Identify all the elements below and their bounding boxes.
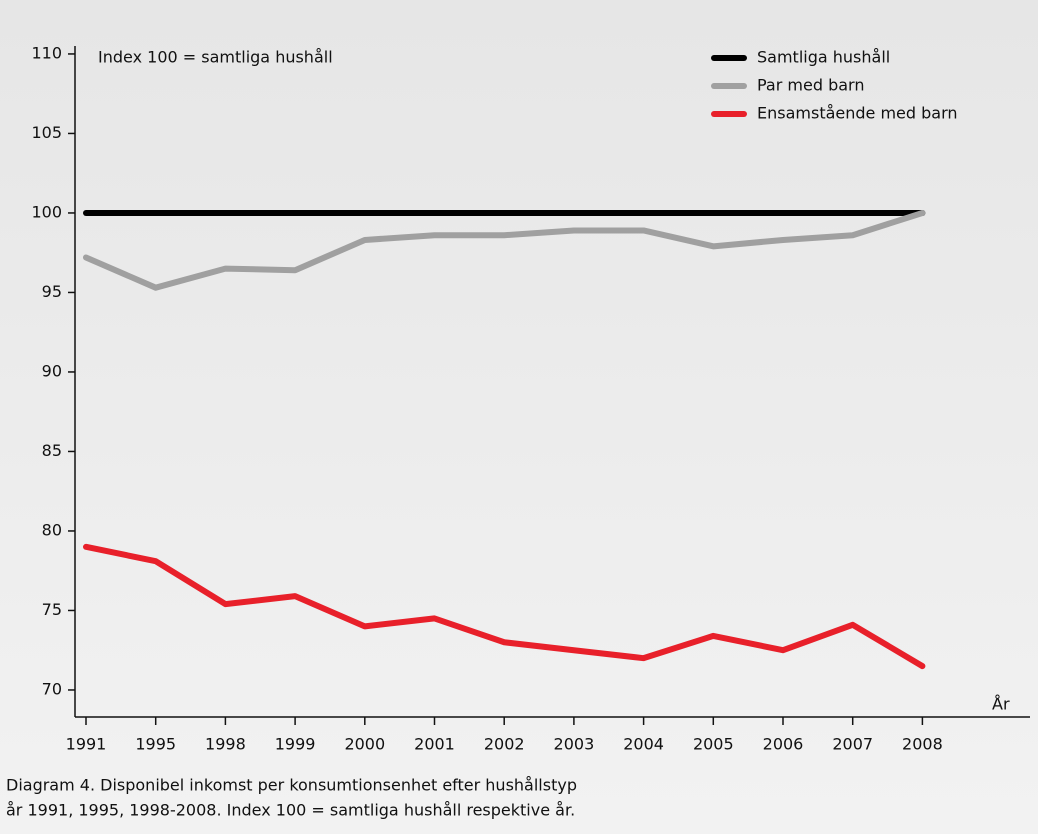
x-tick-label: 2000	[344, 735, 385, 754]
x-tick-label: 2007	[832, 735, 873, 754]
y-tick-label: 75	[42, 600, 62, 619]
x-tick-label: 2004	[623, 735, 664, 754]
x-tick-label: 1998	[205, 735, 246, 754]
x-tick-label: 2003	[554, 735, 595, 754]
y-tick-label: 95	[42, 282, 62, 301]
line-series	[83, 543, 926, 670]
x-tick-label: 1999	[275, 735, 316, 754]
x-tick-label: 1991	[66, 735, 107, 754]
y-tick-label: 110	[31, 43, 62, 62]
y-tick-label: 90	[42, 361, 62, 380]
x-tick-label: 2005	[693, 735, 734, 754]
x-tick-label: 2001	[414, 735, 455, 754]
x-tick-label: 2008	[902, 735, 943, 754]
caption: Diagram 4. Disponibel inkomst per konsum…	[6, 776, 577, 795]
y-tick-label: 80	[42, 520, 62, 539]
y-tick-label: 85	[42, 441, 62, 460]
x-tick-label: 2006	[763, 735, 804, 754]
y-tick-label: 70	[42, 679, 62, 698]
annotation: Index 100 = samtliga hushåll	[98, 48, 333, 67]
legend-label: Ensamstående med barn	[757, 104, 958, 123]
legend-label: Par med barn	[757, 76, 864, 95]
x-tick-label: 2002	[484, 735, 525, 754]
y-tick-label: 105	[31, 123, 62, 142]
line-series	[83, 209, 926, 291]
x-tick-label: 1995	[135, 735, 176, 754]
legend-label: Samtliga hushåll	[757, 48, 890, 67]
y-tick-label: 100	[31, 202, 62, 221]
caption: år 1991, 1995, 1998-2008. Index 100 = sa…	[6, 801, 575, 820]
x-axis-label: År	[992, 695, 1010, 714]
